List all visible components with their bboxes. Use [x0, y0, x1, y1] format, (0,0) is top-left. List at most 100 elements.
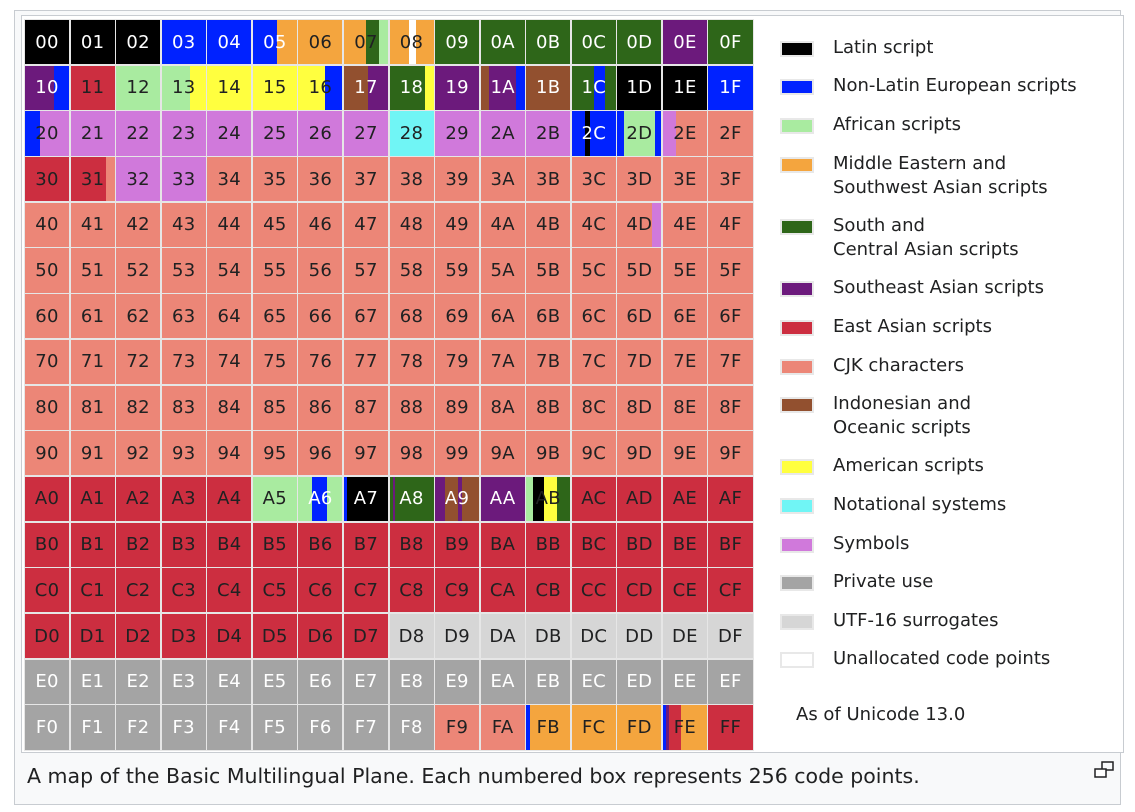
legend-swatch	[780, 320, 814, 336]
block-segment-cjk	[207, 385, 252, 430]
block-segment-east_asian	[70, 157, 107, 202]
block-segment-east_asian	[70, 613, 115, 659]
code-block-label: 54	[217, 260, 242, 282]
block-segment-cjk	[526, 248, 571, 293]
code-block-label: D0	[34, 625, 60, 647]
code-block-label: 70	[35, 351, 59, 373]
block-segment-indonesian	[480, 65, 490, 110]
code-block-label: EA	[490, 671, 515, 693]
code-block-label: 5D	[626, 260, 653, 282]
block-segment-east_asian	[70, 568, 115, 613]
code-block-label: 17	[354, 77, 378, 99]
code-block-EE: EE	[661, 658, 708, 705]
code-block-04: 04	[206, 19, 253, 66]
block-segment-cjk	[25, 339, 70, 384]
block-segment-cjk	[389, 248, 434, 293]
block-segment-cjk	[480, 705, 525, 750]
code-block-label: 69	[445, 305, 469, 327]
code-block-09: 09	[434, 19, 481, 66]
code-block-label: 1E	[673, 77, 697, 99]
code-block-6F: 6F	[707, 293, 754, 340]
code-block-label: DD	[625, 625, 654, 647]
code-block-36: 36	[297, 156, 344, 203]
code-block-4B: 4B	[525, 201, 572, 248]
code-block-label: 24	[217, 122, 242, 144]
block-segment-middle_eastern	[415, 20, 434, 65]
code-block-label: 65	[263, 305, 287, 327]
code-block-CD: CD	[616, 567, 663, 614]
code-block-label: 13	[171, 77, 196, 99]
code-block-70: 70	[24, 338, 71, 385]
block-segment-east_asian	[25, 157, 70, 202]
code-block-label: 28	[399, 122, 424, 144]
block-segment-east_asian	[708, 568, 753, 613]
block-segment-cjk	[298, 431, 343, 476]
code-block-label: 6C	[581, 305, 607, 327]
code-block-49: 49	[434, 201, 481, 248]
block-segment-cjk	[389, 385, 434, 430]
legend-item-private: Private use	[780, 570, 933, 594]
code-block-label: 34	[217, 168, 242, 190]
block-segment-cjk	[252, 431, 297, 476]
block-segment-south_central	[617, 20, 662, 65]
block-segment-private	[161, 705, 206, 750]
legend-item-surrogates: UTF-16 surrogates	[780, 609, 999, 633]
code-block-A6: A6	[297, 475, 344, 523]
code-block-label: 6E	[673, 305, 697, 327]
code-block-label: 71	[80, 351, 105, 373]
block-segment-east_asian	[207, 568, 252, 613]
code-block-2C: 2C	[570, 110, 617, 157]
code-block-05: 05	[251, 19, 298, 66]
code-block-53: 53	[160, 247, 207, 294]
code-block-label: B5	[262, 534, 288, 556]
block-segment-symbols	[207, 111, 252, 156]
code-block-label: 0B	[536, 31, 561, 53]
code-block-C4: C4	[206, 567, 253, 614]
block-segment-east_asian	[669, 705, 682, 750]
code-block-7C: 7C	[570, 338, 617, 385]
block-segment-east_asian	[480, 568, 525, 613]
code-block-AE: AE	[661, 475, 708, 523]
block-segment-east_asian	[161, 522, 206, 567]
code-block-label: B8	[399, 534, 424, 556]
code-block-label: 89	[445, 397, 469, 419]
code-block-55: 55	[251, 247, 298, 294]
block-segment-south_central	[571, 20, 616, 65]
block-segment-indonesian	[462, 476, 480, 522]
code-block-label: EC	[581, 671, 607, 693]
code-block-62: 62	[115, 293, 162, 340]
code-block-B4: B4	[206, 521, 253, 568]
code-block-38: 38	[388, 156, 435, 203]
code-block-98: 98	[388, 430, 435, 477]
block-segment-east_asian	[161, 613, 206, 659]
code-block-label: 59	[445, 260, 469, 282]
legend-swatch	[780, 614, 814, 630]
code-block-label: 22	[126, 122, 150, 144]
code-block-label: 36	[308, 168, 333, 190]
block-segment-symbols	[480, 111, 525, 156]
code-block-label: 4F	[719, 214, 742, 236]
block-segment-cjk	[662, 431, 707, 476]
code-block-label: 75	[263, 351, 287, 373]
code-block-label: 7D	[626, 351, 653, 373]
code-block-label: 0C	[581, 31, 607, 53]
legend-swatch	[780, 157, 814, 173]
block-segment-southeast	[480, 476, 525, 522]
block-segment-cjk	[662, 294, 707, 339]
code-block-6B: 6B	[525, 293, 572, 340]
code-block-label: 38	[399, 168, 424, 190]
code-block-label: 14	[217, 77, 242, 99]
code-block-A1: A1	[69, 475, 116, 523]
enlarge-icon[interactable]	[1093, 760, 1115, 780]
code-block-7B: 7B	[525, 338, 572, 385]
block-segment-african	[327, 476, 343, 522]
code-block-label: 07	[354, 31, 378, 53]
block-segment-east_asian	[343, 568, 388, 613]
code-block-label: 78	[399, 351, 424, 373]
block-segment-indonesian	[343, 65, 369, 110]
code-block-label: 2C	[581, 122, 607, 144]
block-segment-cjk	[435, 339, 480, 384]
block-segment-cjk	[343, 157, 388, 202]
code-block-label: 3F	[719, 168, 742, 190]
block-segment-east_asian	[298, 522, 343, 567]
